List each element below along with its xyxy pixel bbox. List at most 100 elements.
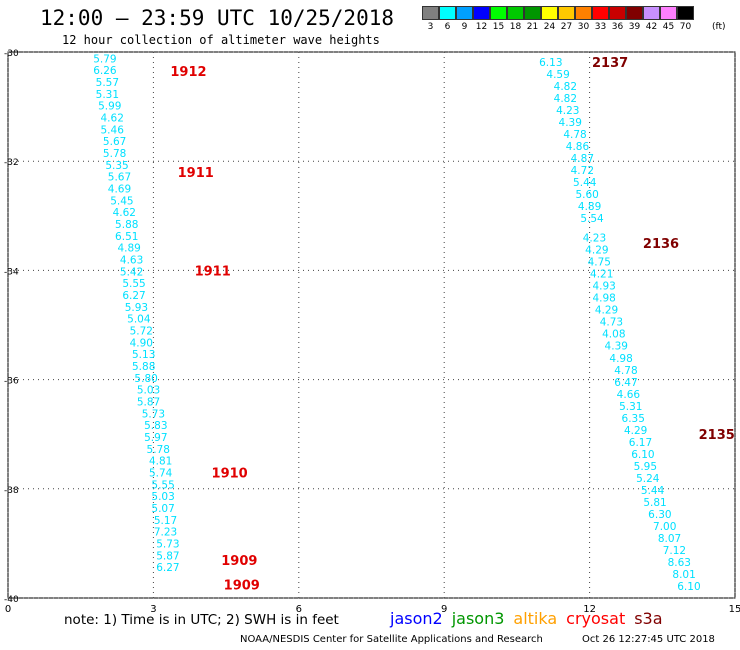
data-point: 5.35 (105, 160, 128, 172)
data-point: 4.89 (578, 201, 601, 213)
data-point: 5.74 (149, 467, 173, 479)
data-point: 4.78 (614, 365, 637, 377)
data-point: 4.39 (559, 117, 582, 129)
legend-swatch (575, 6, 592, 20)
data-point: 4.08 (602, 329, 625, 341)
time-label: 2136 (643, 237, 679, 252)
data-point: 4.29 (624, 425, 647, 437)
data-point: 5.67 (108, 171, 131, 183)
data-point: 6.13 (539, 57, 562, 69)
data-point: 4.66 (617, 389, 641, 401)
legend-swatch (524, 6, 541, 20)
legend-swatch (507, 6, 524, 20)
data-point: 5.31 (619, 401, 642, 413)
legend-swatch (490, 6, 507, 20)
x-tick-label: 12 (583, 604, 596, 615)
data-point: 5.54 (580, 213, 604, 225)
data-point: 4.69 (108, 184, 131, 196)
data-point: 5.78 (147, 444, 170, 456)
legend-swatch (660, 6, 677, 20)
data-point: 4.72 (571, 165, 594, 177)
data-point: 4.21 (590, 269, 613, 281)
x-tick-label: 0 (5, 604, 11, 615)
data-point: 6.30 (648, 509, 671, 521)
satellite-name: jason3 (451, 609, 505, 628)
data-point: 5.79 (93, 54, 116, 66)
data-point: 5.88 (132, 361, 155, 373)
legend-swatch (592, 6, 609, 20)
data-point: 5.57 (96, 77, 119, 89)
color-legend (422, 6, 694, 20)
legend-swatch (422, 6, 439, 20)
data-point: 6.17 (629, 437, 652, 449)
data-point: 7.23 (154, 526, 177, 538)
legend-swatch (456, 6, 473, 20)
data-point: 4.29 (585, 245, 608, 257)
credit-text: NOAA/NESDIS Center for Satellite Applica… (240, 634, 543, 645)
time-label: 1911 (195, 264, 231, 279)
data-point: 4.73 (600, 317, 623, 329)
plot-frame (7, 51, 736, 599)
satellite-name: jason2 (390, 609, 443, 628)
data-point: 5.83 (144, 420, 167, 432)
y-tick-label: -38 (4, 486, 19, 496)
data-point: 5.55 (151, 479, 174, 491)
legend-swatch-label: 15 (492, 22, 505, 32)
data-point: 5.45 (110, 196, 133, 208)
data-point: 5.13 (132, 349, 155, 361)
data-point: 5.44 (573, 177, 597, 189)
data-point: 4.89 (117, 242, 140, 254)
legend-swatch-label: 27 (560, 22, 573, 32)
y-tick-label: -36 (4, 377, 19, 387)
data-point: 4.29 (595, 305, 618, 317)
satellite-name: cryosat (566, 609, 626, 628)
data-point: 5.24 (636, 473, 660, 485)
data-point: 7.12 (663, 545, 686, 557)
chart-subtitle: 12 hour collection of altimeter wave hei… (62, 33, 380, 47)
legend-swatch-label: 24 (543, 22, 556, 32)
data-point: 4.75 (588, 257, 611, 269)
x-tick-label: 3 (150, 604, 156, 615)
data-point: 5.73 (142, 408, 165, 420)
data-point: 5.44 (641, 485, 665, 497)
satellite-name: altika (513, 609, 558, 628)
data-point: 6.51 (115, 231, 138, 243)
x-tick-label: 15 (729, 604, 740, 615)
legend-swatch-label: 12 (475, 22, 488, 32)
legend-swatch-label: 21 (526, 22, 539, 32)
note-text: note: 1) Time is in UTC; 2) SWH is in fe… (64, 612, 339, 628)
data-point: 5.03 (137, 384, 160, 396)
time-label: 2137 (592, 56, 628, 71)
data-point: 6.27 (122, 290, 145, 302)
data-point: 5.04 (127, 313, 151, 325)
data-point: 5.87 (137, 396, 160, 408)
chart-title: 12:00 — 23:59 UTC 10/25/2018 (40, 6, 395, 30)
data-point: 4.87 (571, 153, 594, 165)
legend-swatch-label: 18 (509, 22, 522, 32)
legend-swatch (643, 6, 660, 20)
data-point: 6.10 (677, 581, 700, 593)
data-point: 4.62 (113, 207, 136, 219)
data-point: 5.93 (125, 302, 148, 314)
data-point: 5.17 (154, 515, 177, 527)
data-point: 7.00 (653, 521, 676, 533)
legend-swatch-label: 9 (461, 22, 468, 32)
data-point: 5.31 (96, 89, 119, 101)
legend-swatch-label: 36 (611, 22, 624, 32)
legend-swatch-label: 70 (679, 22, 692, 32)
timestamp-text: Oct 26 12:27:45 UTC 2018 (582, 634, 715, 645)
data-point: 4.78 (563, 129, 586, 141)
data-point: 4.23 (556, 105, 579, 117)
time-label: 1909 (221, 554, 257, 569)
data-point: 4.82 (554, 93, 577, 105)
data-point: 4.90 (130, 337, 153, 349)
data-point: 5.72 (130, 325, 153, 337)
legend-swatch-label: 3 (427, 22, 434, 32)
data-point: 5.88 (115, 219, 138, 231)
legend-swatch (439, 6, 456, 20)
data-point: 8.63 (668, 557, 691, 569)
data-point: 6.10 (631, 449, 654, 461)
data-point: 4.98 (592, 293, 615, 305)
data-point: 4.59 (546, 69, 569, 81)
y-tick-label: -32 (4, 158, 19, 168)
